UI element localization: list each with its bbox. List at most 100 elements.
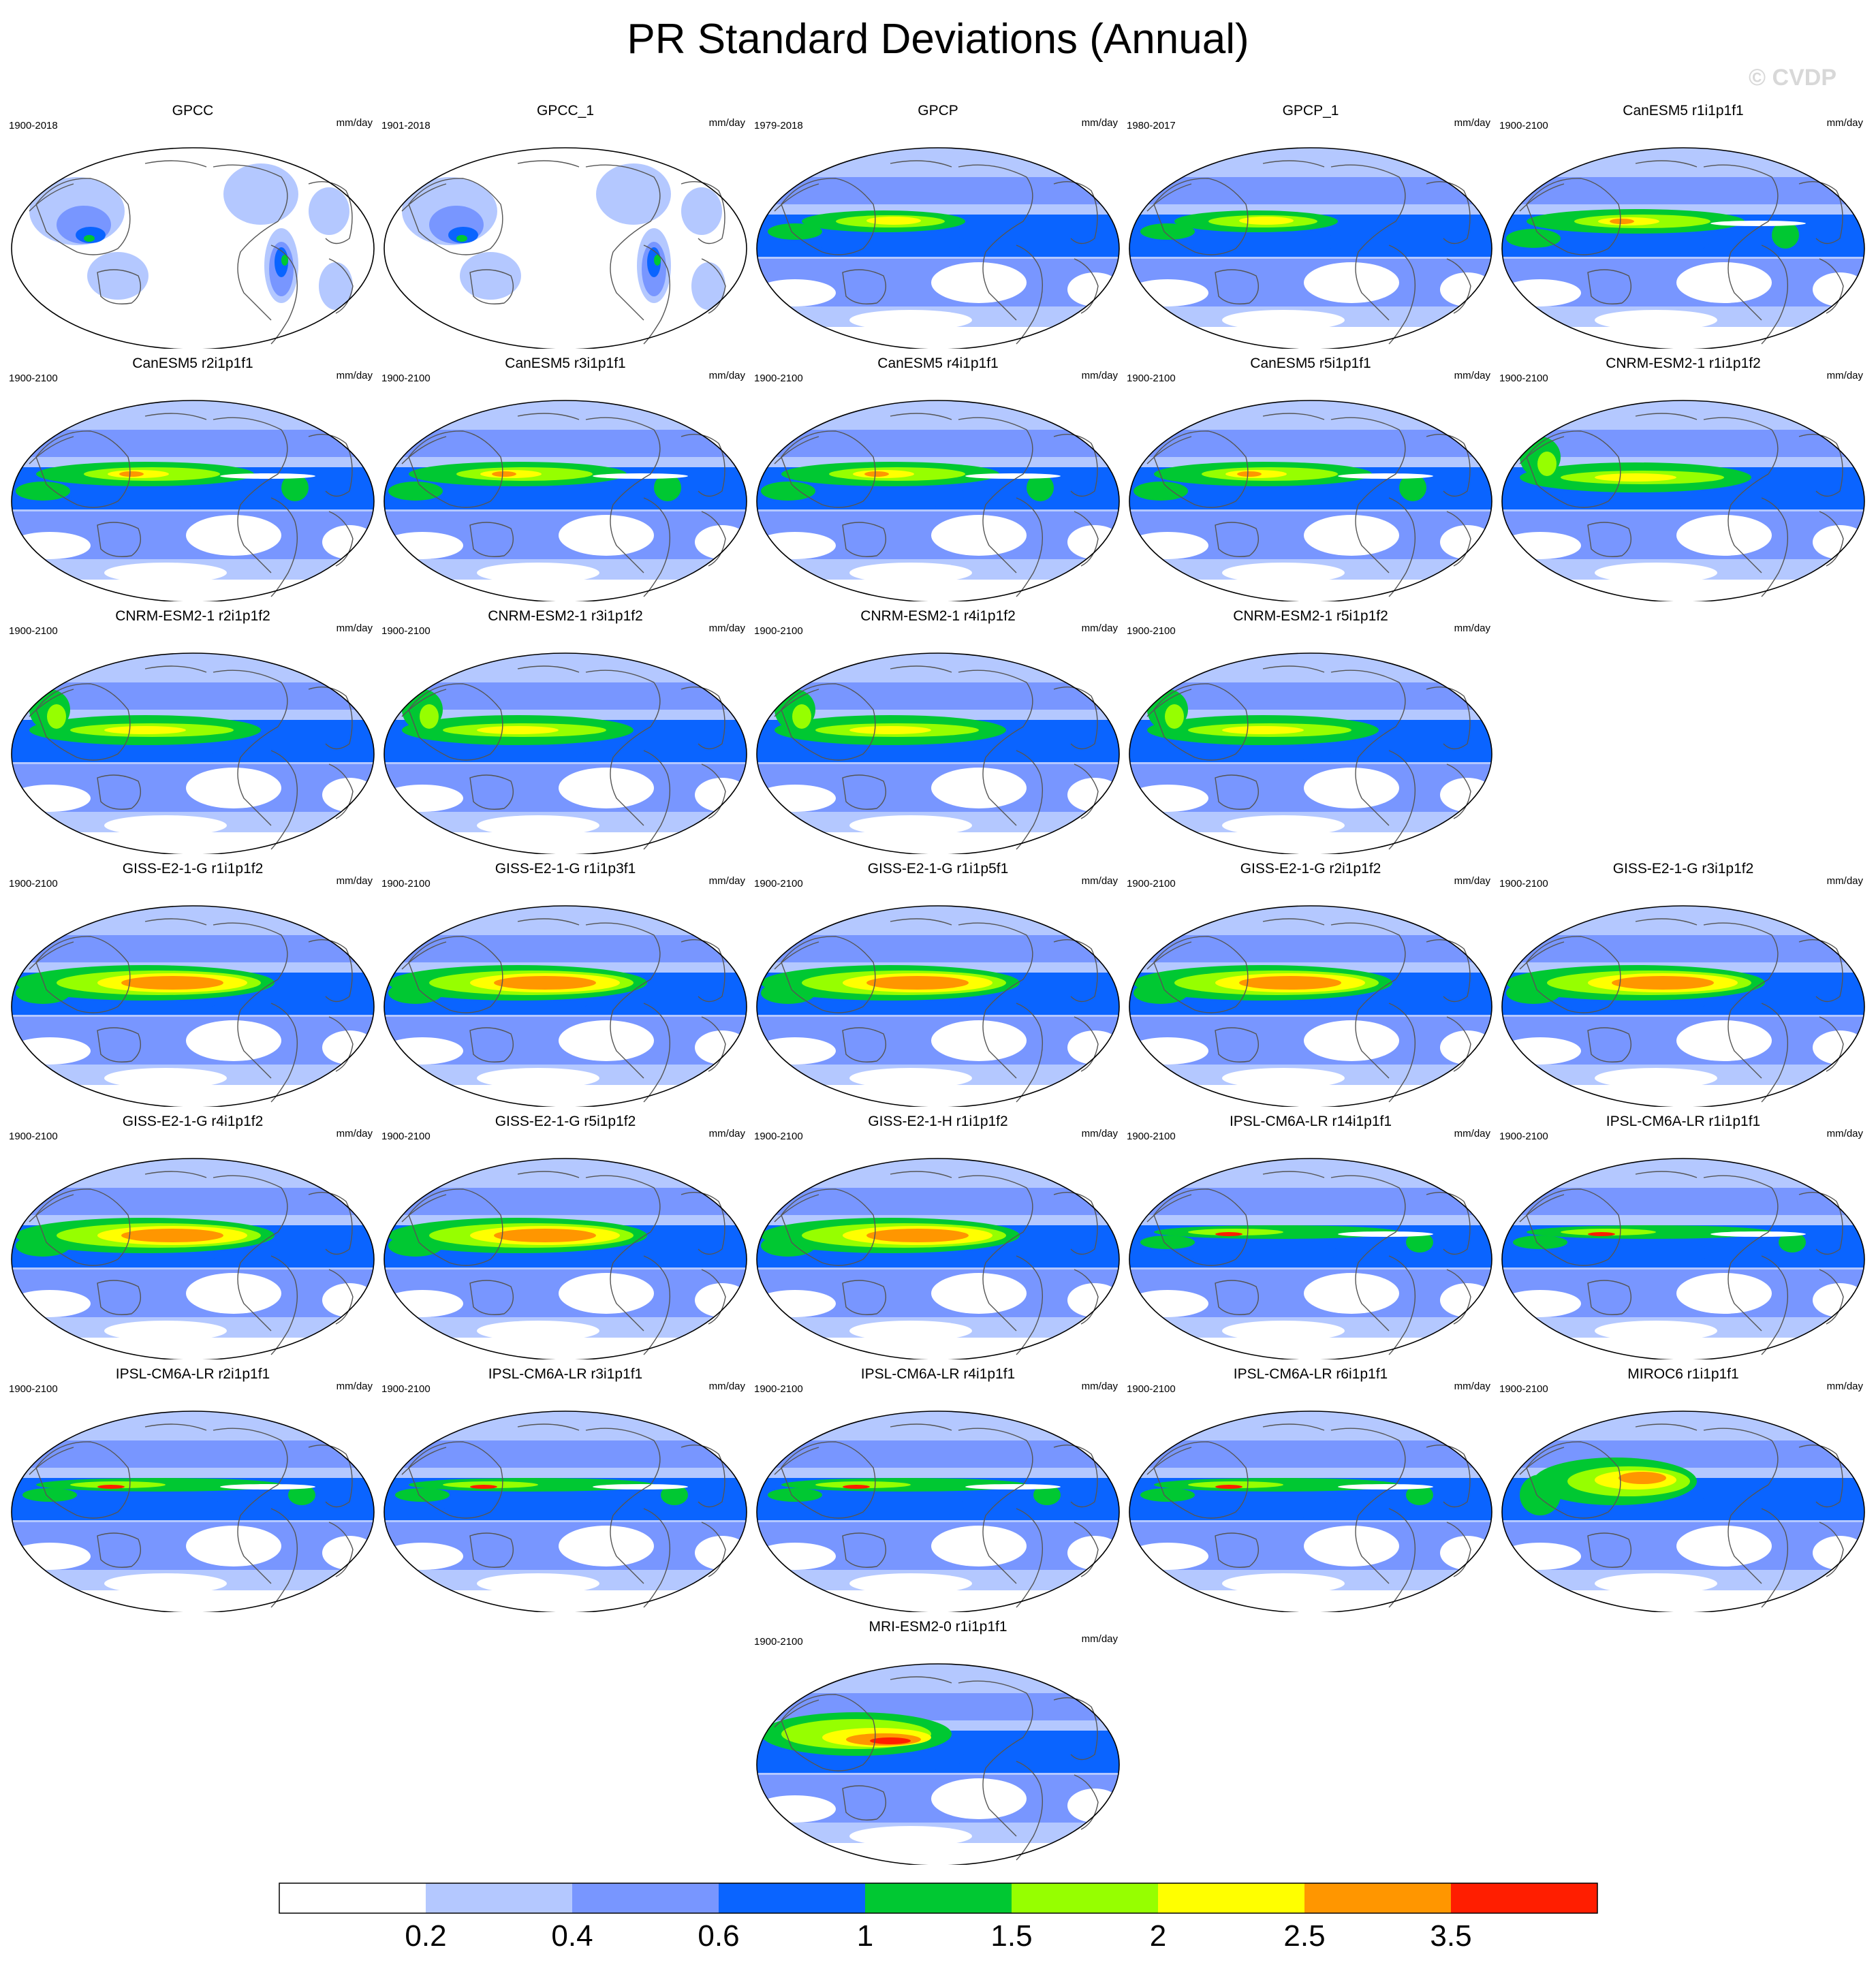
precip-level-4 (1140, 1488, 1195, 1502)
precip-level-5 (1561, 1229, 1656, 1235)
map-panel: GISS-E2-1-G r1i1p1f2 1900-2100 mm/day (9, 860, 377, 1107)
precip-level-5 (420, 704, 439, 729)
panel-title: GISS-E2-1-G r4i1p1f2 (122, 1114, 264, 1129)
precip-level-0 (849, 310, 972, 330)
precip-level-0 (12, 785, 91, 812)
precip-level-0 (559, 1526, 654, 1566)
colorbar-tick-label: 0.4 (551, 1919, 593, 1953)
precip-level-0 (12, 1543, 91, 1570)
map-plot (11, 1158, 375, 1359)
coastlines (401, 160, 726, 345)
map-plot (11, 1411, 375, 1612)
colorbar-swatch (719, 1883, 865, 1913)
map-panel: CanESM5 r5i1p1f1 1900-2100 mm/day (1127, 355, 1495, 601)
panel-title: CNRM-ESM2-1 r5i1p1f2 (1233, 608, 1388, 624)
coastlines (1519, 918, 1844, 1103)
precip-level-0 (1304, 768, 1399, 808)
precip-level-5 (1188, 1229, 1283, 1235)
map-panel: GPCC_1 1901-2018 mm/day (381, 102, 749, 349)
precip-level-0 (931, 515, 1027, 556)
panel-title: GPCP (918, 103, 958, 119)
panel-period: 1900-2100 (9, 625, 58, 637)
colorbar-tick-label: 2.5 (1283, 1919, 1326, 1953)
precip-level-0 (757, 1795, 836, 1823)
precip-level-4 (288, 1485, 315, 1505)
precip-level-0 (559, 1020, 654, 1061)
map-plot (1129, 1411, 1492, 1612)
precip-level-7 (1610, 219, 1634, 224)
precip-level-4 (761, 482, 815, 501)
panel-title: IPSL-CM6A-LR r14i1p1f1 (1229, 1114, 1392, 1129)
panel-title: CanESM5 r2i1p1f1 (132, 356, 253, 371)
map-plot (756, 905, 1120, 1107)
precip-level-2 (12, 935, 374, 962)
precip-level-4 (768, 1488, 822, 1502)
map-plot (756, 1411, 1120, 1612)
precip-level-1 (309, 187, 349, 235)
panel-period: 1900-2100 (1127, 878, 1176, 889)
map-border (1501, 905, 1865, 1107)
map-panel: CNRM-ESM2-1 r5i1p1f2 1900-2100 mm/day (1127, 608, 1495, 854)
precip-level-5 (47, 704, 66, 729)
precip-level-2 (757, 935, 1119, 962)
map-plot (1501, 905, 1865, 1107)
map-border (1129, 1411, 1492, 1612)
colorbar-swatch (1451, 1883, 1597, 1913)
precip-level-3 (815, 1490, 965, 1520)
precip-level-0 (1502, 1290, 1581, 1317)
precip-level-0 (477, 815, 599, 836)
coastlines (29, 1171, 354, 1355)
precip-level-0 (849, 1321, 972, 1341)
map-border (384, 147, 747, 349)
precip-level-4 (1772, 221, 1799, 249)
colorbar-swatch (426, 1883, 572, 1913)
panel-units: mm/day (1454, 1128, 1490, 1139)
coastlines (401, 665, 726, 850)
map-plot (11, 147, 375, 349)
panel-period: 1901-2018 (381, 120, 431, 131)
panel-period: 1900-2100 (754, 1131, 803, 1142)
panel-period: 1900-2100 (754, 878, 803, 889)
panel-period: 1900-2100 (754, 1636, 803, 1648)
panel-units: mm/day (708, 1381, 745, 1392)
precip-level-0 (1129, 785, 1208, 812)
precip-level-0 (965, 473, 1061, 479)
precip-level-2 (1129, 1188, 1492, 1215)
precip-level-4 (1140, 1235, 1195, 1249)
precip-level-8 (97, 1485, 125, 1489)
precip-level-0 (931, 1020, 1027, 1061)
precip-level-0 (1595, 1321, 1717, 1341)
precip-level-0 (1338, 1484, 1433, 1490)
precip-level-0 (1304, 1526, 1399, 1566)
precip-level-7 (1619, 1472, 1666, 1484)
precip-level-0 (477, 563, 599, 583)
precip-level-3 (70, 479, 220, 509)
precip-level-2 (1502, 177, 1864, 204)
map-border (11, 147, 375, 349)
map-panel: IPSL-CM6A-LR r3i1p1f1 1900-2100 mm/day (381, 1366, 749, 1612)
precip-level-2 (757, 1440, 1119, 1468)
map-border (11, 652, 375, 854)
panel-units: mm/day (1826, 1128, 1863, 1139)
precip-level-4 (22, 1488, 77, 1502)
precip-level-0 (931, 1273, 1027, 1314)
coastlines (29, 665, 354, 850)
map-border (756, 1411, 1120, 1612)
precip-level-0 (384, 785, 463, 812)
precip-level-0 (849, 1826, 972, 1846)
panel-units: mm/day (1454, 370, 1490, 381)
precip-level-0 (12, 1037, 91, 1065)
precip-level-0 (384, 1290, 463, 1317)
panel-period: 1900-2100 (1499, 120, 1548, 131)
coastlines (774, 918, 1099, 1103)
panel-period: 1900-2100 (1127, 1383, 1176, 1395)
coastlines (1146, 665, 1471, 850)
precip-level-3 (1188, 479, 1338, 509)
map-plot (11, 652, 375, 854)
map-panel: MRI-ESM2-0 r1i1p1f1 1900-2100 mm/day (754, 1618, 1122, 1865)
precip-level-0 (220, 1484, 315, 1490)
map-plot (11, 905, 375, 1107)
precip-level-4 (281, 255, 288, 266)
precip-level-4 (1779, 1232, 1806, 1253)
precip-level-0 (1502, 1543, 1581, 1570)
